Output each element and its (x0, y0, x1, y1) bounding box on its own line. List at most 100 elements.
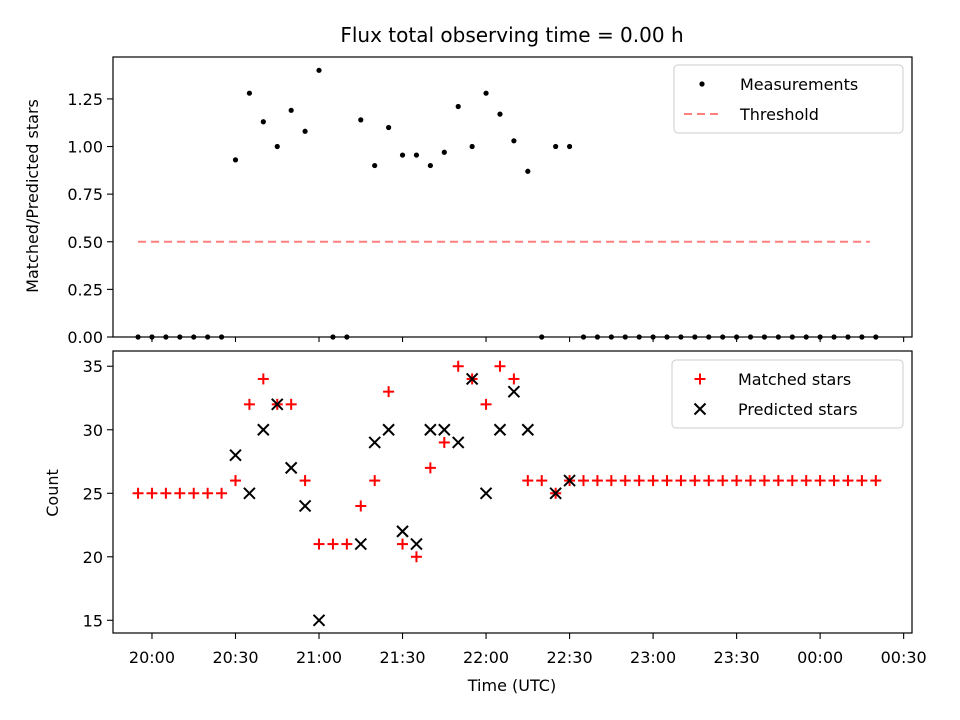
top-panel: 0.00 0.25 0.50 0.75 1.00 1.25 Measurements Thre… (67, 56, 913, 347)
predicted-stars-point (424, 423, 437, 436)
measurement-point (427, 162, 433, 169)
matched-stars-point (341, 538, 353, 550)
matched-stars-point (661, 475, 673, 487)
bottom-ytick-label: 15 (83, 611, 103, 630)
bottom-legend-box (671, 359, 904, 429)
top-axes-frame (112, 56, 913, 338)
measurement-point (497, 111, 503, 117)
top-ytick-label: 1.25 (67, 90, 103, 109)
measurement-point (650, 334, 656, 340)
measurement-point (720, 334, 726, 340)
matched-stars-point (327, 538, 339, 550)
measurement-point (399, 152, 406, 158)
measurement-point (135, 334, 141, 340)
measurement-point (845, 334, 851, 340)
measurement-point (553, 143, 559, 150)
matched-stars-point (160, 487, 172, 499)
predicted-stars-point (507, 385, 521, 398)
predicted-stars-point (298, 499, 312, 513)
matched-stars-point (591, 475, 603, 487)
measurement-point (288, 107, 294, 113)
measurement-point (246, 90, 253, 96)
matched-stars-point (243, 398, 255, 410)
chart-title: Flux total observing time = 0.00 h (340, 23, 683, 47)
matched-stars-point (369, 475, 381, 487)
predicted-stars-point (465, 372, 479, 386)
x-tick-label: 20:30 (212, 648, 258, 667)
matched-stars-point (694, 373, 706, 385)
predicted-stars-point (368, 436, 381, 449)
measurement-point (566, 143, 573, 150)
top-legend-label: Threshold (739, 105, 819, 124)
matched-stars-point (424, 462, 436, 474)
measurement-point (706, 334, 712, 340)
predicted-stars-point (410, 537, 423, 551)
matched-stars-point (188, 487, 200, 499)
matched-stars-point (605, 475, 617, 487)
predicted-stars-point (563, 474, 576, 487)
matched-stars-point (772, 475, 784, 487)
matched-stars-point (842, 475, 854, 487)
measurement-point (218, 334, 225, 340)
matched-stars-point (494, 360, 506, 372)
matched-stars-point (856, 475, 868, 487)
bottom-y-axis-label: Count (43, 469, 62, 517)
matched-stars-point (216, 487, 228, 499)
measurement-point (859, 334, 865, 340)
top-ytick-label: 0.25 (67, 280, 103, 299)
measurement-point (678, 334, 684, 340)
x-tick-label: 23:30 (714, 648, 760, 667)
measurement-point (831, 334, 837, 340)
measurement-point (539, 334, 545, 340)
measurement-point (636, 334, 642, 340)
matched-stars-point (870, 475, 882, 487)
measurement-point (260, 119, 266, 125)
x-tick-label: 22:30 (547, 648, 593, 667)
predicted-stars-point (243, 487, 256, 500)
predicted-stars-point (693, 402, 707, 416)
matched-stars-point (285, 398, 297, 410)
matched-stars-point (647, 475, 659, 487)
bottom-axes-frame (112, 350, 913, 634)
top-ytick-label: 0.50 (67, 233, 103, 252)
predicted-stars-point (284, 461, 298, 475)
measurement-point (149, 334, 155, 340)
x-tick-label: 22:00 (463, 648, 509, 667)
matched-stars-point (146, 487, 158, 499)
predicted-stars-point (493, 423, 507, 436)
measurement-point (511, 138, 517, 144)
top-y-axis-label: Matched/Predicted stars (23, 99, 42, 293)
predicted-stars-point (452, 436, 465, 449)
measurement-point (316, 67, 322, 73)
measurement-point (789, 334, 795, 340)
measurement-point (344, 334, 350, 340)
bottom-legend-label: Predicted stars (738, 400, 858, 419)
matched-stars-point (675, 475, 687, 487)
bottom-ytick-label: 30 (83, 421, 103, 440)
measurement-point (386, 124, 392, 131)
measurement-point (372, 162, 378, 169)
predicted-stars-point (312, 614, 326, 627)
matched-stars-point (717, 475, 729, 487)
matched-stars-point (299, 475, 311, 487)
predicted-stars-point (549, 487, 562, 500)
measurement-point (469, 143, 475, 150)
measurement-point (664, 334, 670, 340)
predicted-stars-point (438, 423, 451, 436)
predicted-stars-point (229, 448, 242, 462)
x-tick-label: 00:00 (797, 648, 843, 667)
measurement-point (775, 334, 781, 340)
bottom-legend-label: Matched stars (738, 370, 851, 389)
top-legend-box (673, 64, 904, 134)
matched-stars-point (814, 475, 826, 487)
bottom-ytick-label: 25 (83, 484, 103, 503)
predicted-stars-point (479, 487, 493, 500)
measurement-point (594, 334, 601, 340)
measurement-point (358, 117, 364, 123)
matched-stars-point (132, 487, 144, 499)
x-tick-label: 23:00 (630, 648, 676, 667)
matched-stars-point (536, 475, 548, 487)
matched-stars-point (577, 475, 589, 487)
top-legend-label: Measurements (740, 75, 858, 94)
matched-stars-point (689, 475, 701, 487)
